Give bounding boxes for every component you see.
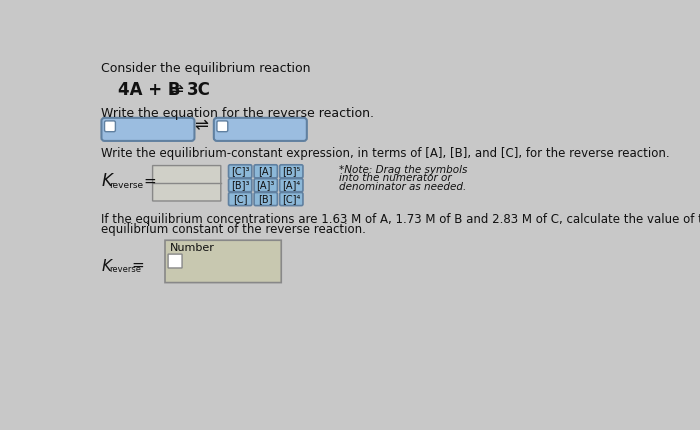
FancyBboxPatch shape <box>228 165 252 178</box>
Text: Write the equilibrium-constant expression, in terms of [A], [B], and [C], for th: Write the equilibrium-constant expressio… <box>102 147 670 160</box>
FancyBboxPatch shape <box>228 178 252 192</box>
FancyBboxPatch shape <box>104 121 116 132</box>
FancyBboxPatch shape <box>254 165 277 178</box>
Text: $K$: $K$ <box>102 258 115 273</box>
Text: If the equilibrium concentrations are 1.63 M of A, 1.73 M of B and 2.83 M of C, : If the equilibrium concentrations are 1.… <box>102 213 700 226</box>
Text: =: = <box>132 258 144 273</box>
Text: [A]: [A] <box>258 166 273 176</box>
Text: reverse: reverse <box>109 181 144 190</box>
FancyBboxPatch shape <box>168 254 182 268</box>
Text: into the numerator or: into the numerator or <box>340 173 452 183</box>
FancyBboxPatch shape <box>153 166 220 201</box>
FancyBboxPatch shape <box>165 240 281 283</box>
Text: [A]³: [A]³ <box>257 180 275 190</box>
FancyBboxPatch shape <box>254 193 277 206</box>
Text: [C]⁴: [C]⁴ <box>282 194 300 204</box>
Text: Number: Number <box>169 243 214 253</box>
Text: *Note: Drag the symbols: *Note: Drag the symbols <box>340 165 468 175</box>
Text: ⇌: ⇌ <box>169 81 183 99</box>
Text: [C]: [C] <box>233 194 247 204</box>
Text: reverse: reverse <box>109 265 141 274</box>
Text: $K$: $K$ <box>102 172 116 190</box>
Text: 4A + B: 4A + B <box>118 81 181 99</box>
FancyBboxPatch shape <box>280 165 303 178</box>
Text: equilibrium constant of the reverse reaction.: equilibrium constant of the reverse reac… <box>102 223 366 236</box>
Text: [A]⁴: [A]⁴ <box>282 180 300 190</box>
Text: Consider the equilibrium reaction: Consider the equilibrium reaction <box>102 62 311 75</box>
FancyBboxPatch shape <box>102 118 195 141</box>
Text: [B]: [B] <box>258 194 273 204</box>
Text: [C]³: [C]³ <box>231 166 249 176</box>
FancyBboxPatch shape <box>217 121 228 132</box>
Text: =: = <box>144 173 156 188</box>
Text: denominator as needed.: denominator as needed. <box>340 182 467 192</box>
Text: Write the equation for the reverse reaction.: Write the equation for the reverse react… <box>102 107 374 120</box>
FancyBboxPatch shape <box>254 178 277 192</box>
FancyBboxPatch shape <box>280 178 303 192</box>
FancyBboxPatch shape <box>280 193 303 206</box>
Text: 3C: 3C <box>187 81 211 99</box>
Text: [B]³: [B]³ <box>231 180 249 190</box>
Text: [B]⁵: [B]⁵ <box>282 166 300 176</box>
Text: ⇌: ⇌ <box>195 117 209 135</box>
FancyBboxPatch shape <box>228 193 252 206</box>
FancyBboxPatch shape <box>214 118 307 141</box>
